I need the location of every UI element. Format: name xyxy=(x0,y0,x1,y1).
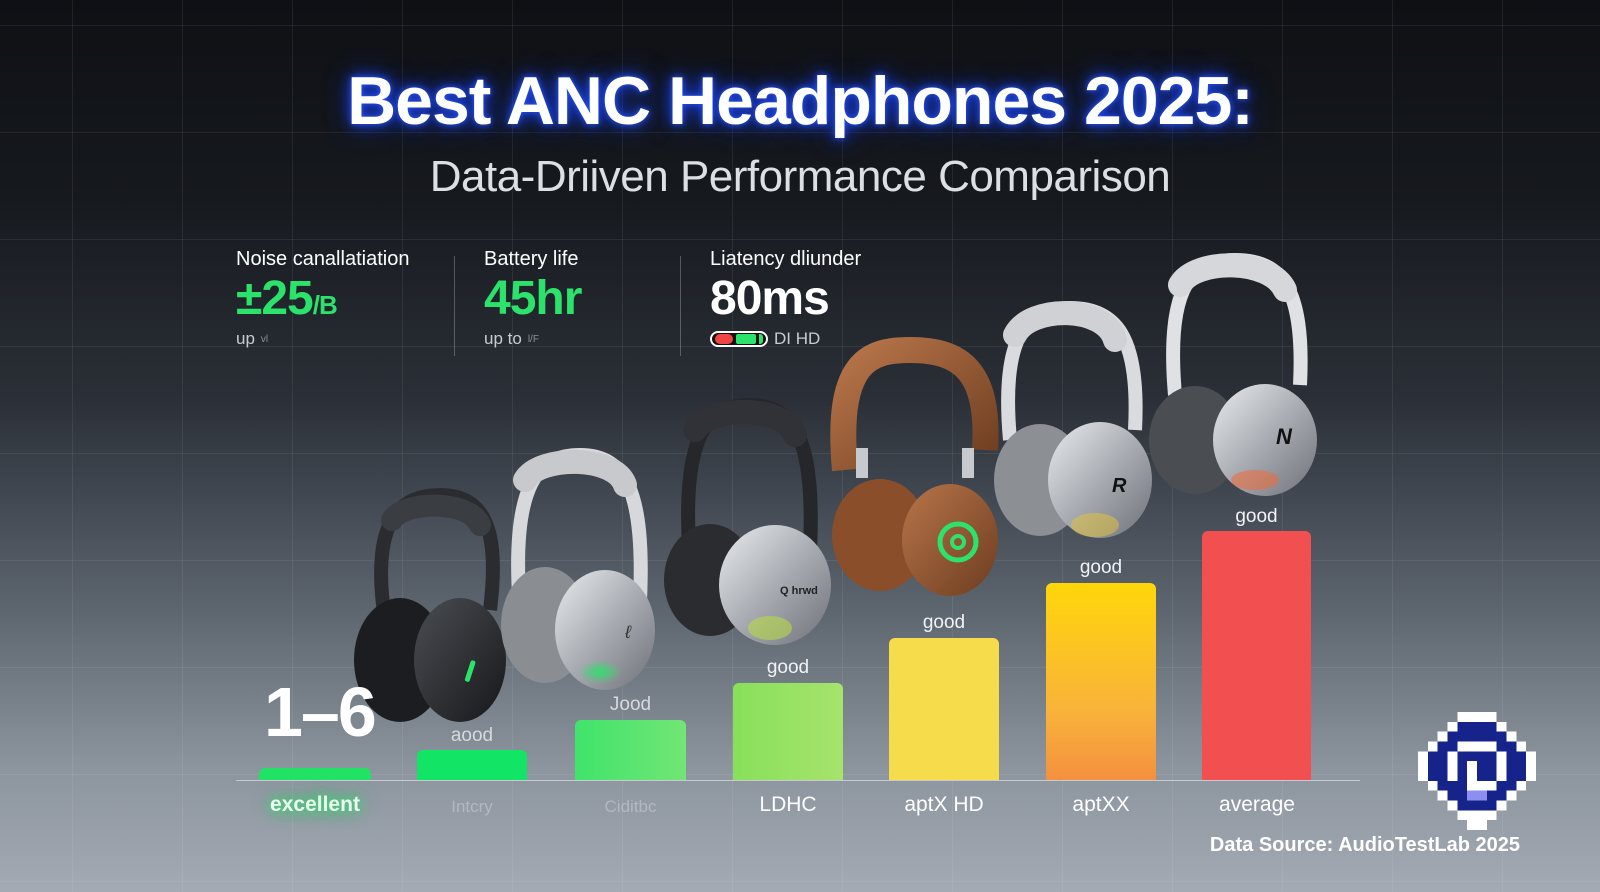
bar-3 xyxy=(575,720,686,780)
pixel-logo-icon xyxy=(1418,712,1536,830)
svg-text:N: N xyxy=(1276,424,1293,449)
bar-aptxx xyxy=(1046,583,1156,780)
stat-value: 80ms xyxy=(710,272,830,325)
stat-label: Battery life xyxy=(484,248,579,270)
bar-ldhc xyxy=(733,683,843,780)
bar-value-label: Jood xyxy=(609,694,652,715)
stat-sub: up to l/F xyxy=(484,329,539,348)
data-source-caption: Data Source: AudioTestLab 2025 xyxy=(1209,834,1520,856)
bar-value-label: aood xyxy=(450,725,494,746)
headphone-6-icon: N xyxy=(1149,252,1317,496)
stat-sub: up vl xyxy=(236,329,269,348)
bar-value-label: good xyxy=(1079,557,1123,578)
bar-value-label: good xyxy=(766,657,810,678)
battery-indicator-icon xyxy=(710,331,768,347)
range-label: 1–6 xyxy=(264,673,377,751)
svg-text:Q hrwd: Q hrwd xyxy=(780,585,818,597)
stat-label: Noise canallatiation xyxy=(236,248,410,270)
category-label: LDHC xyxy=(759,793,817,816)
page-subtitle: Data-Driiven Performance Comparison xyxy=(429,152,1171,201)
svg-text:ℓ: ℓ xyxy=(624,622,632,642)
bar-value-label: good xyxy=(922,612,966,633)
headphone-3-icon: Q hrwd xyxy=(664,397,831,645)
category-label: aptX HD xyxy=(904,793,984,816)
stat-value: ±25/B xyxy=(236,272,338,325)
bar-excellent xyxy=(259,768,371,780)
stat-divider xyxy=(454,256,455,356)
stat-label: Liatency dliunder xyxy=(710,248,862,270)
stat-sub: DI HD xyxy=(710,329,861,349)
headphone-5-icon: R xyxy=(994,300,1152,538)
bar-aptx-hd xyxy=(889,638,999,780)
category-label: Ciditbc xyxy=(604,797,657,816)
stat-divider xyxy=(680,256,681,356)
page-title: Best ANC Headphones 2025: xyxy=(347,63,1254,139)
bar-2 xyxy=(417,750,527,780)
stat-latency: Liatency dliunder 80ms DI HD xyxy=(710,248,861,349)
headphone-2-icon: ℓ xyxy=(501,447,655,690)
stat-battery-life: Battery life 45hr up to l/F xyxy=(484,248,582,349)
headphone-1-icon xyxy=(354,487,506,722)
chart-baseline xyxy=(236,780,1360,781)
headphone-4-icon xyxy=(830,336,999,596)
category-label: aptXX xyxy=(1072,793,1130,816)
stat-noise-cancellation: Noise canallatiation ±25/B up vl xyxy=(236,248,409,349)
bar-value-label: good xyxy=(1235,506,1278,527)
category-label: excellent xyxy=(270,793,360,816)
stat-value: 45hr xyxy=(484,272,582,325)
category-label: Intcry xyxy=(451,797,493,816)
bar-average xyxy=(1202,531,1311,780)
category-label: average xyxy=(1219,793,1295,816)
svg-text:R: R xyxy=(1112,475,1127,497)
